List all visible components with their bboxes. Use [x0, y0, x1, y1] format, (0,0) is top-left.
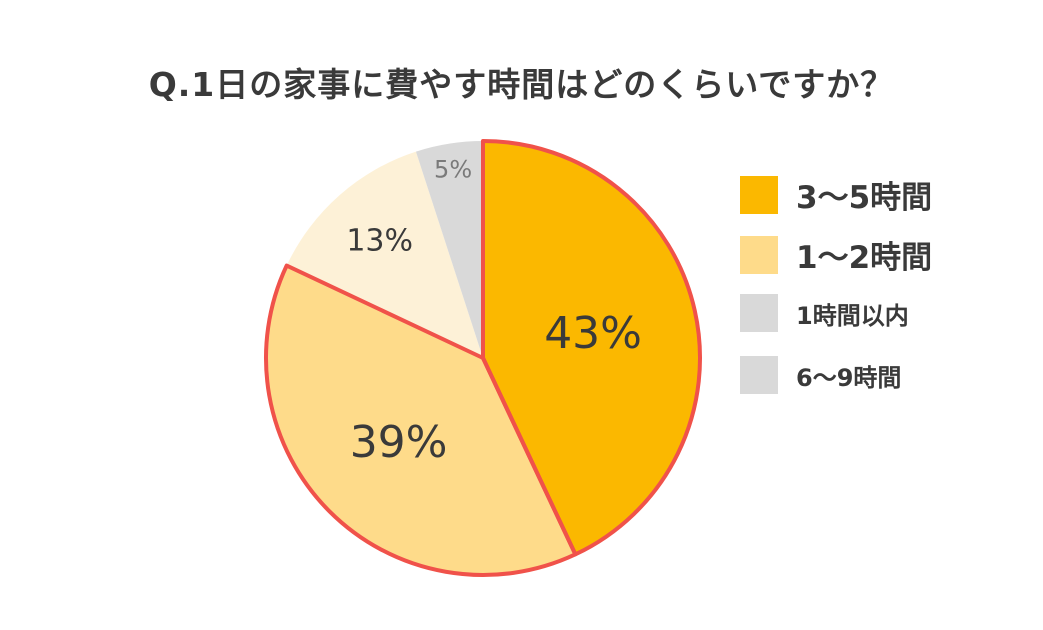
pie-slice-1-2-hours	[265, 265, 576, 576]
data-label-within-1-hour: 5%	[434, 155, 472, 183]
legend-item-1-2-hours: 1〜2時間	[740, 232, 932, 277]
data-label-3-5-hours: 43%	[544, 308, 642, 359]
legend-swatch	[740, 235, 778, 274]
pie-slice-border-3-5-hours	[481, 139, 702, 557]
legend-item-within-1-hour: 1時間以内	[740, 294, 909, 332]
legend-swatch	[740, 175, 778, 214]
legend-label: 1〜2時間	[796, 240, 933, 276]
legend-label: 3〜5時間	[796, 180, 933, 216]
data-label-6-9-hours: 13%	[346, 223, 413, 258]
legend-swatch	[740, 294, 778, 332]
data-label-1-2-hours: 39%	[350, 417, 448, 468]
legend-item-6-9-hours: 6〜9時間	[740, 356, 901, 394]
legend-label: 1時間以内	[796, 301, 909, 330]
legend-item-3-5-hours: 3〜5時間	[740, 172, 932, 217]
legend-swatch	[740, 356, 778, 394]
legend-label: 6〜9時間	[796, 363, 902, 392]
pie-slice-border-1-2-hours	[264, 263, 578, 577]
pie-slice-within-1-hour	[415, 141, 483, 358]
pie-slice-6-9-hours	[286, 151, 483, 358]
chart-title: Q.1日の家事に費やす時間はどのくらいですか？	[148, 65, 895, 104]
pie-slice-3-5-hours	[483, 141, 701, 555]
